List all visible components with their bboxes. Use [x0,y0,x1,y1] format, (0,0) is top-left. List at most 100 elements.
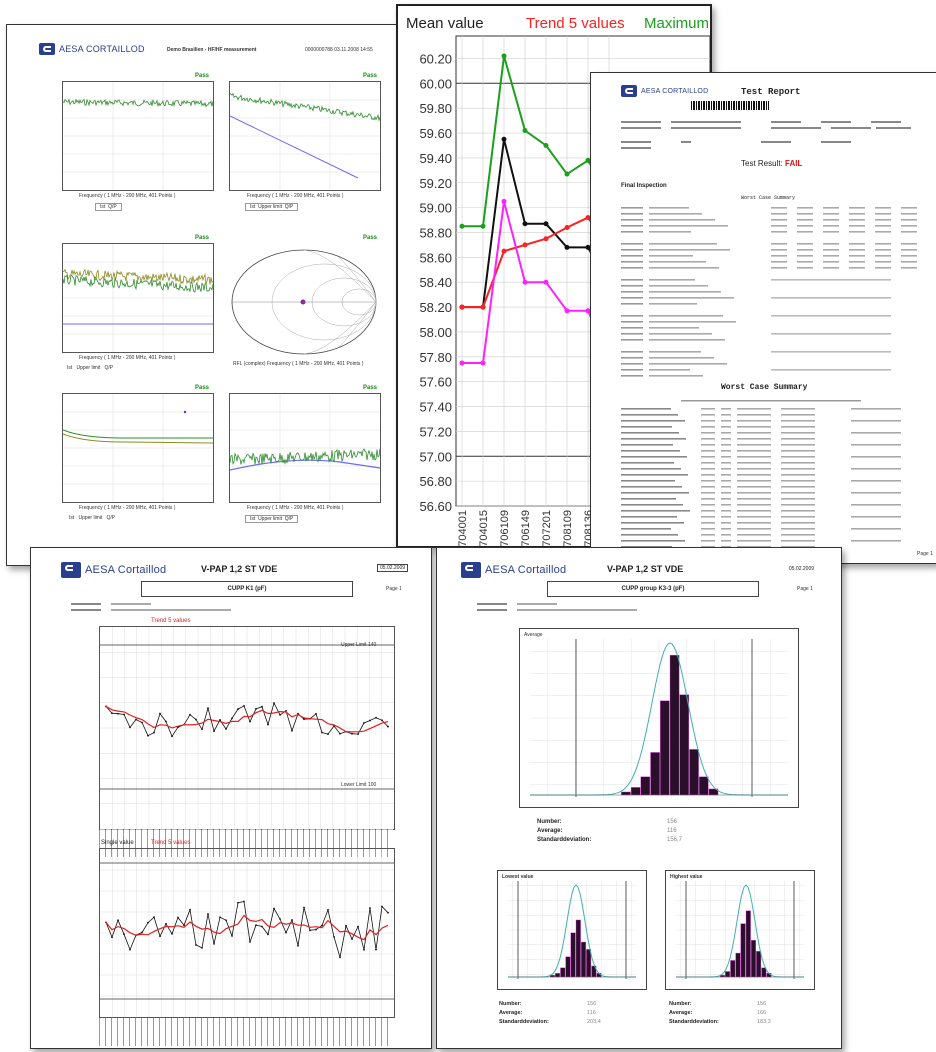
y-tick-label: 59.00 [419,201,452,216]
y-tick-label: 57.40 [419,400,452,415]
x-tick-label: 0001708109 [562,510,574,546]
x-tick-label: 0001706109 [499,510,511,546]
series-point [564,308,570,314]
y-tick-label: 57.00 [419,449,452,464]
series-point [543,236,549,242]
stats-main: Number: 156 Average: 116 Standarddeviation… [537,819,683,843]
test-result: Test Result: FAIL [741,159,803,168]
xlabels-top [99,829,393,857]
trend-plot-top [99,626,395,830]
series-point [543,279,549,285]
trend-plot-bottom [99,848,395,1018]
series-point [501,248,507,254]
x-tick-label: 0001704001 [457,510,469,546]
series-point [585,215,591,221]
info-lines [71,602,271,614]
plot-impedance [62,243,214,353]
x-tick-label: 0001706149 [520,510,532,546]
plot1-legend: Ist Q/P [95,203,122,211]
series-point [480,360,486,366]
report-title: Test Report [741,87,801,97]
legend-mean: Mean value [406,15,484,32]
y-tick-label: 56.60 [419,499,452,514]
series-point [522,221,528,227]
legend-max: Maximum [644,15,709,32]
xlabels-bottom [99,1018,393,1046]
y-tick-label: 57.60 [419,375,452,390]
smith-chart [229,247,379,357]
series-point [459,304,465,310]
page-number: Page 1 [386,586,402,592]
x-tick-label: 0001707201 [541,510,553,546]
worst-case-heading-2: Worst Case Summary [721,383,808,392]
x-tick-label: 0001704015 [478,510,490,546]
legend-trend: Trend 5 values [526,15,625,32]
page-number: Page 1 [917,551,933,557]
plot6-legend: Ist Upper limit Q/P [245,515,299,523]
series-point [459,360,465,366]
plot5-legend: Ist Upper limit Q/P [69,515,116,521]
stats-highest: Number: 156 Average: 166 Standarddeviation… [669,1001,771,1025]
histogram-average: Average [519,628,799,808]
plot6-xaxis: Frequency ( 1 MHz - 200 MHz, 401 Points … [247,505,344,511]
trend-label-top: Trend 5 values [151,618,191,624]
trend-label-bottom: Trend 5 values [151,840,191,846]
pass-label: Pass [195,73,210,79]
subtitle-box: CUPP group K3-3 (pF) [547,581,759,597]
series-point [459,223,465,229]
y-tick-label: 58.80 [419,225,452,240]
result-fail: FAIL [785,159,803,168]
lower-limit-label: Lower Limit 100 [341,782,377,788]
y-tick-label: 60.20 [419,51,452,66]
plot-return-loss [229,81,381,191]
header-title: Demo Brasilien - HF/HF measurement [167,47,257,53]
y-tick-label: 58.20 [419,300,452,315]
sheet-title: V-PAP 1,2 ST VDE [607,564,684,574]
series-point [522,128,528,134]
vpap-trend-sheet[interactable]: AESA Cortaillod V-PAP 1,2 ST VDE 05.02.2… [30,547,432,1049]
series-point [585,308,591,314]
upper-limit-label: Upper Limit 140 [341,642,377,648]
report-table-lower [621,400,901,548]
histogram-lowest: Lowest value [497,870,647,990]
company-logo: AESA CORTAILLOD [39,43,145,55]
sheet-date: 05.02.2009 [377,564,409,572]
sheet-date: 05.02.2009 [789,566,815,572]
plot-insertion-loss [62,81,214,191]
vpap-histogram-sheet[interactable]: AESA Cortaillod V-PAP 1,2 ST VDE 05.02.2… [436,547,842,1049]
y-tick-label: 58.60 [419,250,452,265]
trend-chart: Mean value Trend 5 values Maximum 60.20 6… [406,15,710,546]
logo-icon [61,562,81,578]
logo-icon [39,43,55,55]
series-point [564,225,570,231]
pass-label: Pass [363,235,378,241]
series-point [564,171,570,177]
series-line [462,55,610,228]
test-report-sheet[interactable]: AESA CORTAILLOD Test Report Test Result:… [590,72,936,564]
series-point [501,198,507,204]
y-tick-label: 60.00 [419,76,452,91]
series-point [564,244,570,250]
y-tick-label: 59.60 [419,126,452,141]
y-tick-label: 57.80 [419,350,452,365]
sheet-title: V-PAP 1,2 ST VDE [201,564,278,574]
header-id: 0000000788 03.11.2008 14:55 [305,47,373,53]
plot-ncross [229,393,381,503]
page-number: Page 1 [797,586,813,592]
plot3-xaxis: Frequency ( 1 MHz - 200 MHz, 401 Points … [79,355,176,361]
series-point [501,136,507,142]
y-tick-label: 59.40 [419,151,452,166]
plot2-legend: Ist Upper limit Q/P [245,203,299,211]
series-point [480,304,486,310]
series-point [543,221,549,227]
logo-icon [621,85,637,97]
y-tick-label: 58.00 [419,325,452,340]
pass-label: Pass [195,385,210,391]
report-sheet-hf[interactable]: AESA CORTAILLOD Demo Brasilien - HF/HF m… [6,24,400,566]
y-tick-label: 59.80 [419,101,452,116]
y-tick-label: 57.20 [419,424,452,439]
company-logo: AESA Cortaillod [461,562,566,578]
smith-caption: RFL (complex) Frequency ( 1 MHz - 200 MH… [233,361,364,367]
final-inspection: Final Inspection [621,183,667,189]
series-point [543,142,549,148]
